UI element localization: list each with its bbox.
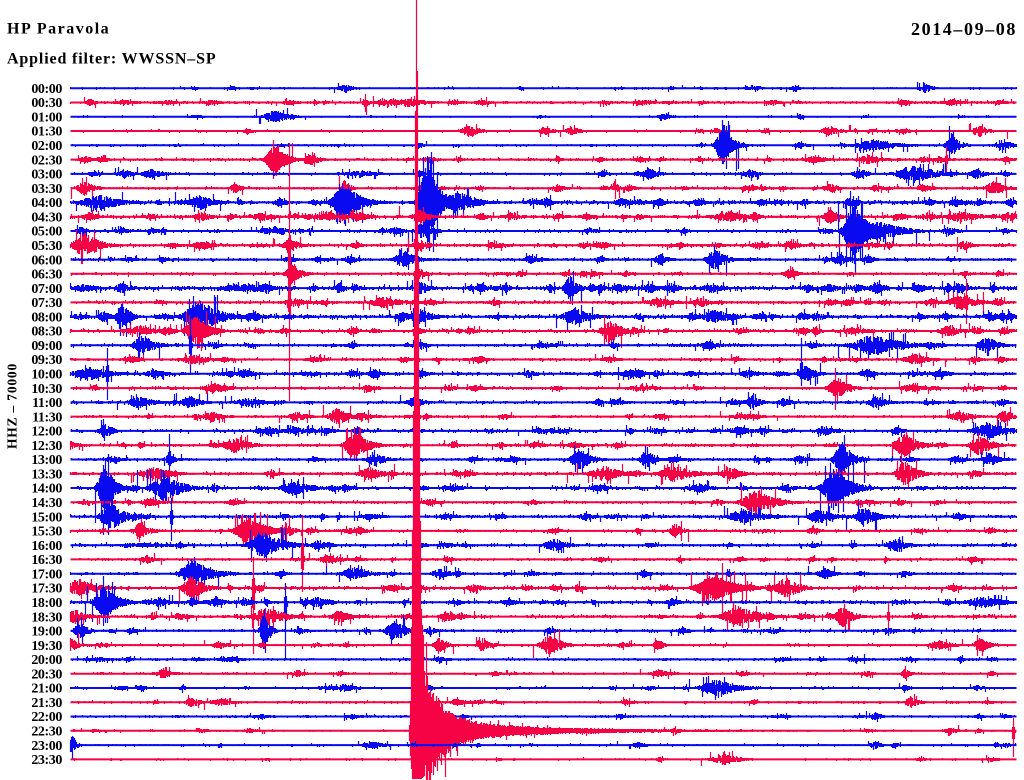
svg-text:05:00: 05:00 <box>31 225 62 240</box>
svg-text:06:30: 06:30 <box>31 268 62 283</box>
svg-text:03:30: 03:30 <box>31 182 62 197</box>
svg-text:21:00: 21:00 <box>31 682 62 697</box>
svg-text:03:00: 03:00 <box>31 168 62 183</box>
svg-text:08:30: 08:30 <box>31 325 62 340</box>
svg-text:01:00: 01:00 <box>31 111 62 126</box>
svg-text:19:00: 19:00 <box>31 625 62 640</box>
svg-text:07:30: 07:30 <box>31 296 62 311</box>
svg-text:18:30: 18:30 <box>31 610 62 625</box>
svg-text:14:00: 14:00 <box>31 482 62 497</box>
svg-text:15:30: 15:30 <box>31 525 62 540</box>
svg-text:04:00: 04:00 <box>31 196 62 211</box>
svg-text:16:00: 16:00 <box>31 539 62 554</box>
svg-text:HHZ – 70000: HHZ – 70000 <box>5 363 20 449</box>
svg-text:22:00: 22:00 <box>31 710 62 725</box>
svg-text:13:30: 13:30 <box>31 468 62 483</box>
svg-text:08:00: 08:00 <box>31 310 62 325</box>
svg-text:11:00: 11:00 <box>32 396 62 411</box>
svg-text:23:00: 23:00 <box>31 739 62 754</box>
svg-text:15:00: 15:00 <box>31 510 62 525</box>
svg-text:12:30: 12:30 <box>31 439 62 454</box>
svg-text:12:00: 12:00 <box>31 425 62 440</box>
svg-text:01:30: 01:30 <box>31 125 62 140</box>
svg-text:06:00: 06:00 <box>31 253 62 268</box>
svg-text:16:30: 16:30 <box>31 553 62 568</box>
svg-text:11:30: 11:30 <box>32 410 62 425</box>
svg-text:14:30: 14:30 <box>31 496 62 511</box>
svg-text:02:30: 02:30 <box>31 153 62 168</box>
svg-text:20:30: 20:30 <box>31 667 62 682</box>
svg-text:09:00: 09:00 <box>31 339 62 354</box>
svg-text:10:30: 10:30 <box>31 382 62 397</box>
svg-text:10:00: 10:00 <box>31 368 62 383</box>
svg-text:13:00: 13:00 <box>31 453 62 468</box>
svg-text:21:30: 21:30 <box>31 696 62 711</box>
svg-text:04:30: 04:30 <box>31 210 62 225</box>
svg-text:05:30: 05:30 <box>31 239 62 254</box>
svg-text:2014–09–08: 2014–09–08 <box>911 19 1017 39</box>
svg-text:18:00: 18:00 <box>31 596 62 611</box>
svg-text:20:00: 20:00 <box>31 653 62 668</box>
svg-text:22:30: 22:30 <box>31 725 62 740</box>
svg-text:00:30: 00:30 <box>31 96 62 111</box>
svg-text:19:30: 19:30 <box>31 639 62 654</box>
svg-text:07:00: 07:00 <box>31 282 62 297</box>
svg-text:17:30: 17:30 <box>31 582 62 597</box>
svg-text:Applied filter: WWSSN–SP: Applied filter: WWSSN–SP <box>7 51 216 68</box>
svg-text:HP Paravola: HP Paravola <box>7 21 110 38</box>
svg-text:00:00: 00:00 <box>31 82 62 97</box>
svg-text:09:30: 09:30 <box>31 353 62 368</box>
svg-text:02:00: 02:00 <box>31 139 62 154</box>
svg-text:23:30: 23:30 <box>31 753 62 768</box>
svg-text:17:00: 17:00 <box>31 567 62 582</box>
